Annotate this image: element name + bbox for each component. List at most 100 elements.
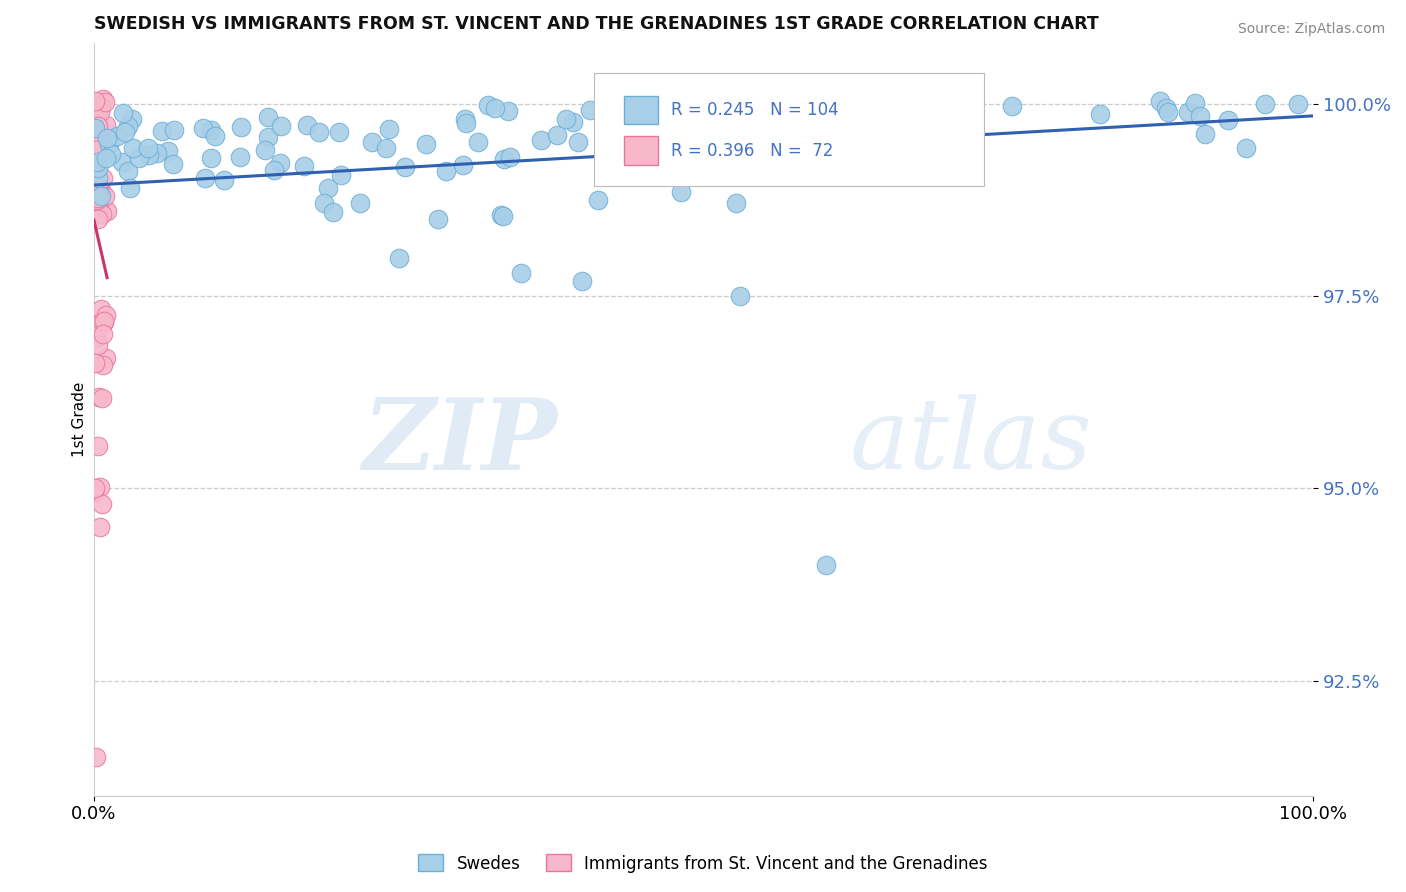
Point <box>814 558 837 573</box>
Point <box>884 151 907 165</box>
Point <box>86 143 108 157</box>
Point <box>865 144 887 158</box>
Point <box>672 125 695 139</box>
Point <box>89 181 111 195</box>
Point <box>87 185 110 199</box>
Point <box>546 128 568 143</box>
Point <box>84 194 107 209</box>
Point <box>84 482 107 496</box>
FancyBboxPatch shape <box>593 73 984 186</box>
Point <box>96 118 118 132</box>
Point <box>270 119 292 133</box>
Point <box>83 195 105 210</box>
Point <box>194 171 217 186</box>
Point <box>640 121 662 136</box>
Point <box>84 203 107 218</box>
Point <box>571 274 593 288</box>
Point <box>96 204 118 219</box>
Point <box>94 152 117 166</box>
Point <box>84 99 107 113</box>
Point <box>89 520 111 534</box>
Point <box>89 480 111 494</box>
Point <box>292 160 315 174</box>
Point <box>89 390 111 404</box>
Point <box>112 106 135 120</box>
Point <box>579 103 602 118</box>
Point <box>86 331 108 345</box>
Point <box>83 486 105 500</box>
Point <box>415 136 437 151</box>
Bar <box>624 136 658 165</box>
Point <box>647 146 669 161</box>
Point <box>530 133 553 147</box>
Point <box>156 145 179 159</box>
Point <box>89 195 111 210</box>
Point <box>120 181 142 195</box>
Point <box>477 97 499 112</box>
Point <box>86 199 108 213</box>
Text: Source: ZipAtlas.com: Source: ZipAtlas.com <box>1237 22 1385 37</box>
Point <box>86 139 108 153</box>
Point <box>191 120 214 135</box>
Point <box>84 191 107 205</box>
Point <box>117 119 139 133</box>
Bar <box>624 95 658 124</box>
Point <box>229 120 252 135</box>
Point <box>83 153 105 167</box>
Point <box>256 130 278 145</box>
Point <box>91 314 114 328</box>
Point <box>84 319 107 334</box>
Point <box>1149 94 1171 108</box>
Point <box>87 182 110 196</box>
Point <box>83 157 105 171</box>
Point <box>1157 105 1180 120</box>
Point <box>253 144 276 158</box>
Point <box>427 211 450 226</box>
Point <box>316 180 339 194</box>
Point <box>735 101 758 115</box>
Point <box>725 195 748 210</box>
Point <box>1286 97 1309 112</box>
Text: R = 0.245   N = 104: R = 0.245 N = 104 <box>671 101 838 119</box>
Point <box>489 208 512 222</box>
Point <box>1154 101 1177 115</box>
Point <box>308 125 330 139</box>
Point <box>84 94 107 108</box>
Point <box>90 391 112 405</box>
Point <box>263 163 285 178</box>
Point <box>567 136 589 150</box>
Point <box>787 149 810 163</box>
Point <box>86 145 108 160</box>
Point <box>375 141 398 155</box>
Point <box>1001 98 1024 112</box>
Point <box>1184 95 1206 110</box>
Point <box>87 337 110 351</box>
Point <box>83 162 105 177</box>
Point <box>295 118 318 132</box>
Point <box>314 195 336 210</box>
Point <box>496 104 519 119</box>
Point <box>86 161 108 175</box>
Point <box>86 155 108 169</box>
Point <box>492 209 515 223</box>
Point <box>83 105 105 120</box>
Point <box>96 131 118 145</box>
Point <box>84 166 107 180</box>
Text: ZIP: ZIP <box>363 393 557 491</box>
Point <box>322 204 344 219</box>
Point <box>90 183 112 197</box>
Point <box>111 155 134 169</box>
Point <box>105 128 128 143</box>
Point <box>454 112 477 126</box>
Y-axis label: 1st Grade: 1st Grade <box>72 382 87 457</box>
Point <box>91 326 114 341</box>
Point <box>434 164 457 178</box>
Point <box>683 132 706 146</box>
Point <box>87 144 110 158</box>
Point <box>451 158 474 172</box>
Point <box>669 185 692 199</box>
Point <box>917 130 939 145</box>
Point <box>388 251 411 265</box>
Point <box>87 159 110 173</box>
Point <box>136 141 159 155</box>
